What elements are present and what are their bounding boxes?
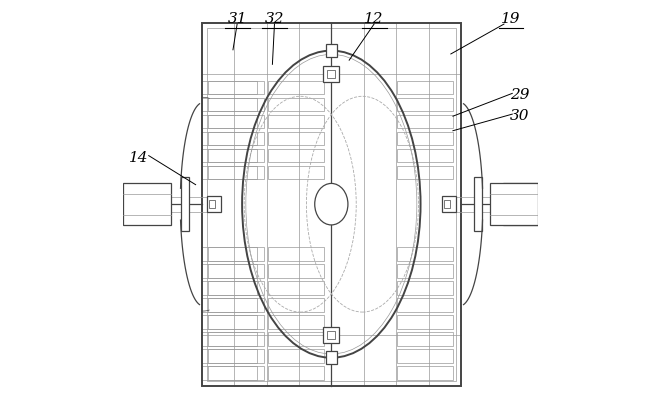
- Bar: [268, 264, 324, 278]
- Bar: [325, 351, 337, 364]
- Bar: [208, 281, 264, 295]
- Bar: [323, 66, 339, 82]
- Bar: [268, 166, 324, 179]
- Bar: [397, 149, 453, 162]
- Bar: [397, 298, 453, 312]
- Bar: [201, 98, 257, 111]
- Bar: [397, 332, 453, 346]
- Bar: [503, 183, 551, 225]
- Bar: [208, 115, 264, 128]
- Bar: [201, 298, 257, 312]
- Bar: [397, 281, 453, 295]
- Text: 12: 12: [364, 12, 384, 26]
- Bar: [327, 331, 336, 339]
- Bar: [208, 366, 264, 380]
- Bar: [208, 349, 264, 363]
- Bar: [202, 23, 461, 386]
- Bar: [397, 247, 453, 261]
- Bar: [268, 281, 324, 295]
- Text: 29: 29: [510, 88, 529, 103]
- Bar: [397, 366, 453, 380]
- Bar: [201, 366, 257, 380]
- Bar: [444, 200, 450, 208]
- Bar: [268, 349, 324, 363]
- Text: 31: 31: [227, 12, 247, 26]
- Bar: [268, 132, 324, 145]
- Bar: [123, 183, 171, 225]
- Bar: [201, 132, 257, 145]
- Text: 32: 32: [264, 12, 284, 26]
- Bar: [208, 81, 264, 94]
- Bar: [208, 149, 264, 162]
- Bar: [201, 315, 257, 329]
- Bar: [268, 149, 324, 162]
- Bar: [268, 98, 324, 111]
- Bar: [268, 332, 324, 346]
- Bar: [208, 98, 264, 111]
- Text: 19: 19: [501, 12, 521, 26]
- Bar: [397, 166, 453, 179]
- Bar: [181, 177, 190, 231]
- Bar: [201, 281, 257, 295]
- Bar: [207, 196, 221, 212]
- Ellipse shape: [315, 183, 348, 225]
- Bar: [397, 264, 453, 278]
- Bar: [474, 177, 482, 231]
- Bar: [208, 132, 264, 145]
- Bar: [268, 315, 324, 329]
- Bar: [209, 200, 215, 208]
- Bar: [325, 44, 337, 57]
- Bar: [268, 115, 324, 128]
- Bar: [490, 183, 538, 225]
- Bar: [397, 98, 453, 111]
- Bar: [397, 81, 453, 94]
- Bar: [397, 115, 453, 128]
- Bar: [397, 132, 453, 145]
- Bar: [268, 298, 324, 312]
- Bar: [201, 81, 257, 94]
- Bar: [201, 149, 257, 162]
- Bar: [397, 349, 453, 363]
- Bar: [208, 332, 264, 346]
- Bar: [201, 166, 257, 179]
- Bar: [442, 196, 456, 212]
- Bar: [201, 264, 257, 278]
- Bar: [201, 332, 257, 346]
- Bar: [208, 264, 264, 278]
- Bar: [268, 366, 324, 380]
- Bar: [397, 315, 453, 329]
- Text: 14: 14: [129, 151, 149, 165]
- Bar: [327, 70, 336, 78]
- Bar: [323, 327, 339, 343]
- Bar: [208, 166, 264, 179]
- Text: 30: 30: [510, 109, 529, 123]
- Bar: [201, 349, 257, 363]
- Bar: [268, 247, 324, 261]
- Bar: [207, 28, 456, 381]
- Bar: [208, 315, 264, 329]
- Bar: [201, 247, 257, 261]
- Bar: [268, 81, 324, 94]
- Bar: [201, 115, 257, 128]
- Bar: [208, 298, 264, 312]
- Bar: [208, 247, 264, 261]
